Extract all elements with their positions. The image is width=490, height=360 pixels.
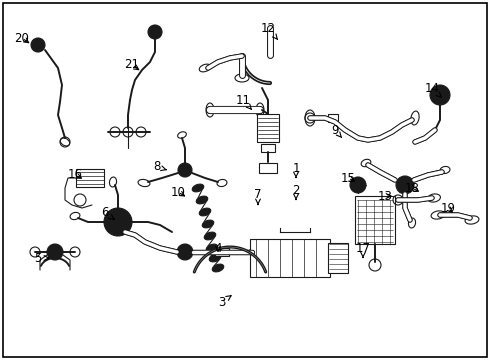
Text: 5: 5 — [34, 252, 49, 265]
Text: 14: 14 — [424, 81, 441, 98]
Text: 11: 11 — [236, 94, 251, 109]
Circle shape — [148, 25, 162, 39]
Text: 4: 4 — [214, 242, 222, 255]
Circle shape — [177, 244, 193, 260]
Text: 10: 10 — [171, 185, 185, 198]
Bar — [257, 114, 279, 142]
Bar — [328, 114, 338, 122]
Circle shape — [396, 176, 414, 194]
Bar — [215, 248, 229, 256]
Text: 8: 8 — [153, 161, 166, 174]
Circle shape — [104, 208, 132, 236]
Ellipse shape — [204, 232, 216, 240]
Circle shape — [31, 38, 45, 52]
Text: 7: 7 — [254, 189, 262, 204]
Bar — [355, 196, 395, 244]
Text: 21: 21 — [124, 58, 140, 72]
Text: 6: 6 — [101, 207, 114, 220]
Text: 13: 13 — [378, 189, 392, 202]
Text: 3: 3 — [219, 296, 231, 309]
Text: 17: 17 — [356, 242, 370, 257]
Circle shape — [350, 177, 366, 193]
Circle shape — [430, 85, 450, 105]
Bar — [76, 169, 104, 187]
Bar — [250, 239, 330, 277]
Ellipse shape — [196, 196, 208, 204]
Ellipse shape — [209, 254, 221, 262]
Text: 19: 19 — [441, 202, 456, 215]
Text: 16: 16 — [68, 168, 82, 181]
Circle shape — [47, 244, 63, 260]
Text: 1: 1 — [292, 162, 300, 177]
Text: 12: 12 — [261, 22, 278, 40]
Ellipse shape — [192, 184, 204, 192]
Ellipse shape — [199, 208, 211, 216]
Bar — [259, 163, 277, 173]
Text: 18: 18 — [405, 181, 419, 194]
Ellipse shape — [212, 264, 224, 272]
Ellipse shape — [206, 244, 218, 252]
Circle shape — [178, 163, 192, 177]
Text: 2: 2 — [292, 184, 300, 199]
Text: 15: 15 — [341, 171, 355, 184]
Ellipse shape — [202, 220, 214, 228]
Bar — [261, 144, 275, 152]
Bar — [328, 243, 348, 273]
Text: 20: 20 — [15, 31, 29, 45]
Text: 9: 9 — [331, 123, 342, 138]
